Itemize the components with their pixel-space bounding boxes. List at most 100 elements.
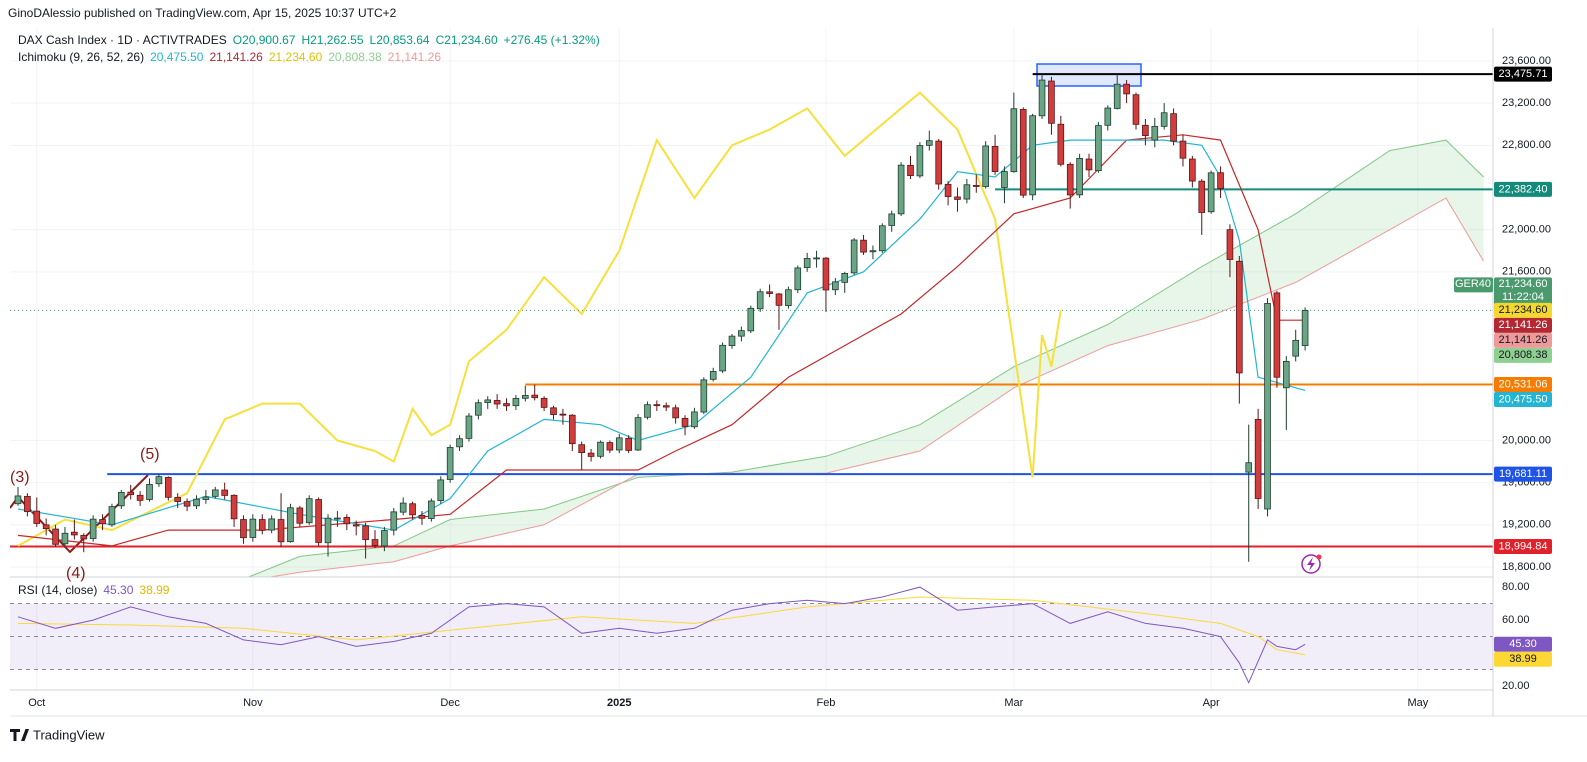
candle-body: [202, 496, 210, 500]
candle-body: [352, 524, 360, 527]
candle-body: [1160, 112, 1168, 127]
y-tick-label: 23,600.00: [1502, 55, 1551, 67]
candle-body: [747, 307, 755, 332]
axis-price-box: [1494, 538, 1552, 554]
candle-body: [249, 518, 257, 538]
grid: [10, 28, 1493, 690]
candle-body: [1226, 229, 1234, 260]
candle-body: [681, 417, 689, 427]
legend-item: C21,234.60: [436, 33, 498, 47]
candle-body: [860, 239, 867, 253]
candle-body: [390, 511, 398, 531]
candle-body: [512, 398, 520, 407]
candle-body: [1019, 109, 1027, 196]
candle-body: [42, 524, 50, 530]
candle-body: [164, 476, 172, 498]
candle-body: [1254, 419, 1262, 499]
x-tick-label: Mar: [1004, 697, 1023, 709]
x-tick-label: 2025: [607, 697, 631, 709]
candle-body: [916, 145, 924, 177]
candle-body: [719, 344, 726, 372]
legend-item: 45.30: [103, 583, 133, 597]
candle-body: [305, 498, 313, 524]
rsi-tick-label: 80.00: [1502, 581, 1530, 593]
axis-price-box: [1494, 332, 1552, 348]
candle-body: [756, 291, 764, 310]
candle-body: [230, 494, 238, 520]
candle-body: [1264, 303, 1271, 510]
axis-price-box: [1494, 347, 1552, 363]
legend-item: 20,475.50: [150, 50, 204, 64]
axis-price-box-label: 22,382.40: [1499, 183, 1548, 195]
candle-body: [794, 267, 802, 291]
y-tick-label: 22,000.00: [1502, 224, 1551, 236]
candle-body: [653, 404, 661, 407]
candle-body: [1029, 115, 1036, 196]
price-pane: [10, 63, 1493, 577]
rsi-ma-line: [17, 596, 1306, 656]
candle-body: [127, 491, 135, 496]
candle-body: [155, 476, 163, 485]
candle-body: [559, 413, 567, 416]
axis-rsi-box: [1494, 636, 1552, 652]
candle-body: [1236, 260, 1243, 374]
axis-price-box: [1494, 377, 1552, 393]
candle-body: [1066, 163, 1074, 196]
axis-price-box: [1494, 66, 1552, 82]
candle-body: [334, 517, 341, 520]
last-price-box: [1494, 277, 1552, 306]
legend-item: H21,262.55: [301, 33, 363, 47]
candle-body: [963, 184, 971, 200]
candle-body: [832, 281, 839, 291]
candle-body: [268, 518, 275, 531]
candle-body: [1282, 361, 1290, 389]
candle-body: [1076, 157, 1083, 196]
x-tick-label: May: [1407, 697, 1428, 709]
candle-body: [925, 140, 933, 146]
candle-body: [1151, 125, 1159, 141]
candle-body: [531, 394, 539, 399]
axis-price-box-label: 23,475.71: [1499, 68, 1548, 80]
candle-body: [954, 196, 961, 200]
legend-item: Ichimoku (9, 26, 52, 26): [18, 50, 144, 64]
candle-body: [897, 164, 905, 215]
rsi-tick-label: 60.00: [1502, 614, 1530, 626]
y-tick-label: 20,000.00: [1502, 434, 1551, 446]
legend-item: 20,808.38: [328, 50, 382, 64]
candle-body: [841, 273, 849, 283]
axis-price-box: [1494, 181, 1552, 197]
axis-price-box-label: 20,475.50: [1499, 393, 1548, 405]
candle-body: [850, 239, 858, 274]
candle-body: [597, 441, 604, 457]
candle-body: [240, 519, 247, 539]
candle-body: [1142, 124, 1149, 137]
cloud-edge: [247, 139, 1484, 577]
brand: TradingView: [33, 727, 105, 742]
wave-label: (3): [10, 469, 30, 486]
axis-price-box-label: 21,141.26: [1499, 319, 1548, 331]
candle-body: [287, 507, 294, 543]
chikou-line: [17, 91, 1062, 547]
candle-body: [785, 289, 792, 306]
candle-body: [277, 519, 285, 543]
candle-body: [540, 397, 548, 408]
candle-body: [211, 489, 219, 497]
candle-body: [1292, 339, 1300, 357]
y-tick-label: 23,200.00: [1502, 97, 1551, 109]
candle-body: [465, 415, 473, 439]
candle-body: [982, 145, 989, 187]
candle-body: [446, 447, 454, 480]
axis-price-box-label: 18,994.84: [1499, 540, 1548, 552]
axis-price-box: [1494, 302, 1552, 318]
cloud-fill: [248, 140, 1484, 577]
candle-body: [700, 379, 708, 413]
y-tick-label: 19,200.00: [1502, 519, 1551, 531]
candle-body: [418, 514, 426, 519]
candle-body: [944, 183, 952, 197]
candle-body: [1198, 180, 1206, 213]
candle-body: [1207, 172, 1215, 213]
candle-body: [136, 494, 144, 501]
candle-body: [362, 525, 369, 540]
legend-item: 38.99: [139, 583, 169, 597]
